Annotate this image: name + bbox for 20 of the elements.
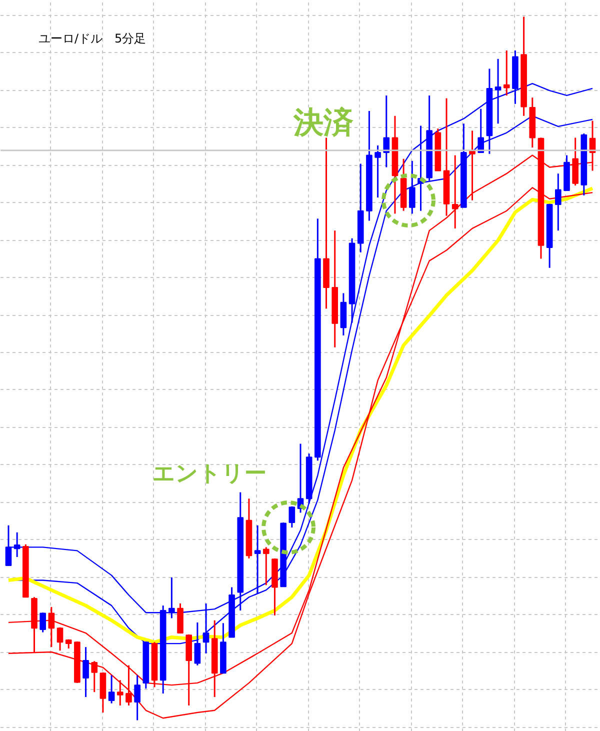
candlestick [503, 50, 510, 96]
candlestick [56, 626, 64, 652]
candlestick [288, 506, 296, 528]
candlestick [108, 674, 115, 704]
candlestick [48, 606, 55, 648]
annotation: 決済 [292, 106, 354, 140]
candlestick [408, 160, 416, 214]
candlestick [91, 660, 98, 693]
candlestick [116, 679, 124, 706]
candlestick [14, 532, 20, 558]
candlestick [374, 144, 381, 198]
candlestick [262, 546, 270, 586]
candlestick [254, 524, 261, 594]
candlestick [383, 94, 390, 168]
annotation: エントリー [152, 462, 266, 486]
candlestick [134, 674, 140, 721]
candlestick [82, 646, 89, 698]
candlestick [40, 612, 46, 634]
text: ユーロ/ドル 5分足 [38, 32, 146, 46]
candlestick [554, 172, 562, 232]
